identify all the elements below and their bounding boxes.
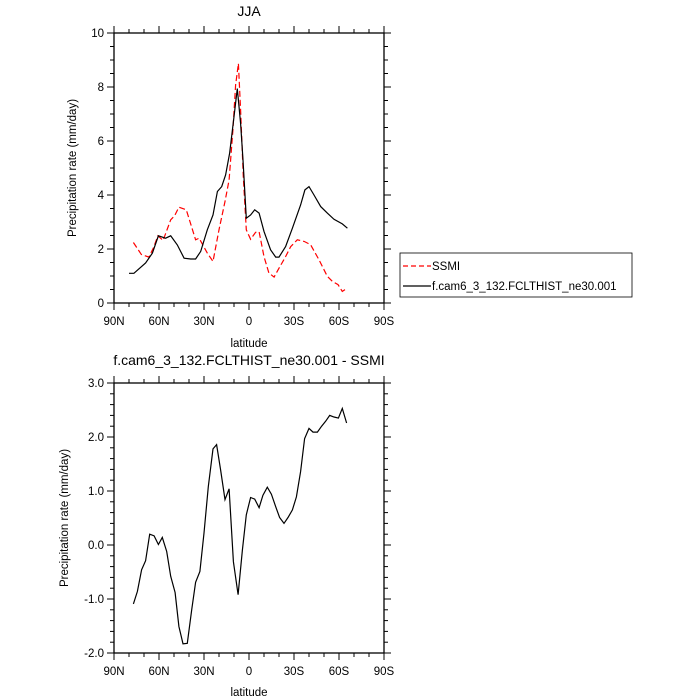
y-tick-label: 3.0 <box>88 378 104 390</box>
y-tick-label: 2 <box>98 244 104 256</box>
y-tick-label: 0 <box>98 298 104 310</box>
x-tick-label: 60S <box>329 316 350 328</box>
x-tick-label: 0 <box>246 666 252 678</box>
x-tick-label: 30N <box>193 666 214 678</box>
series-line-difference <box>132 406 348 645</box>
y-tick-label: -1.0 <box>84 594 104 606</box>
bottom-panel-difference: f.cam6_3_132.FCLTHIST_ne30.001 - SSMI la… <box>59 352 395 699</box>
x-tick-label: 0 <box>246 316 252 328</box>
legend-label-model: f.cam6_3_132.FCLTHIST_ne30.001 <box>432 281 617 293</box>
x-tick-label: 30N <box>193 316 214 328</box>
y-tick-label: 6 <box>98 136 104 148</box>
x-tick-label: 90S <box>374 666 395 678</box>
x-tick-label: 30S <box>284 316 305 328</box>
legend-box <box>399 252 633 298</box>
y-tick-label: 4 <box>98 190 105 202</box>
y-tick-label: 2.0 <box>88 432 104 444</box>
legend: SSMI f.cam6_3_132.FCLTHIST_ne30.001 <box>399 252 633 298</box>
legend-label-ssmi: SSMI <box>432 261 460 273</box>
x-tick-label: 90S <box>374 316 395 328</box>
bottom-x-axis-label: latitude <box>230 687 267 699</box>
bottom-chart-title: f.cam6_3_132.FCLTHIST_ne30.001 - SSMI <box>113 352 384 368</box>
y-tick-label: 8 <box>98 82 104 94</box>
top-y-axis-label: Precipitation rate (mm/day) <box>67 99 79 237</box>
top-x-axis-label: latitude <box>230 338 267 350</box>
y-tick-label: 10 <box>91 28 104 40</box>
y-tick-label: 0.0 <box>88 540 104 552</box>
series-line-ssmi <box>132 63 348 293</box>
x-tick-label: 60N <box>148 316 169 328</box>
top-chart-title: JJA <box>237 3 261 19</box>
x-tick-label: 60N <box>148 666 169 678</box>
x-tick-label: 30S <box>284 666 305 678</box>
bottom-y-axis-label: Precipitation rate (mm/day) <box>59 449 71 587</box>
x-tick-label: 90N <box>103 666 124 678</box>
top-panel-jja: JJA latitude Precipitation rate (mm/day)… <box>67 3 395 350</box>
series-line-model <box>129 88 348 274</box>
plot-frame <box>113 32 385 304</box>
plot-frame <box>113 382 385 654</box>
x-tick-label: 90N <box>103 316 124 328</box>
y-tick-label: -2.0 <box>84 648 104 660</box>
y-tick-label: 1.0 <box>88 486 104 498</box>
x-tick-label: 60S <box>329 666 350 678</box>
